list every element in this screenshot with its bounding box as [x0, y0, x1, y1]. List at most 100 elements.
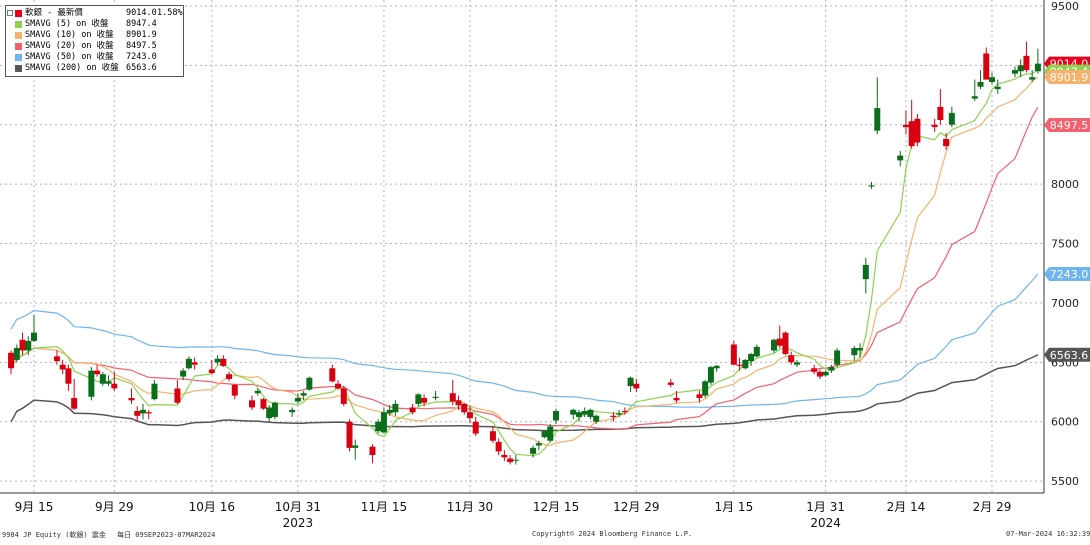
candle-body — [111, 383, 118, 389]
last-value-tag-shape — [1044, 347, 1090, 362]
candle-body — [575, 412, 582, 417]
last-value-tag-shape — [1044, 69, 1090, 84]
last-value-tag: 6563.6 — [1044, 347, 1090, 362]
candle-body — [340, 388, 347, 404]
candle-body — [828, 367, 835, 371]
x-year-label: 2024 — [810, 516, 841, 530]
legend-row-sma50[interactable]: SMAVG (50) on 收盤 7243.0 — [6, 52, 182, 63]
candle-body — [581, 411, 588, 415]
candle-body — [547, 426, 554, 441]
candle-body — [25, 340, 32, 351]
candle-body — [989, 77, 995, 82]
candle-body — [289, 409, 296, 413]
candle-body — [94, 370, 101, 375]
candle-body — [587, 409, 594, 417]
candle-body — [851, 348, 858, 356]
candle-body — [983, 53, 990, 80]
legend-row-sma20[interactable]: SMAVG (20) on 收盤 8497.5 — [6, 41, 182, 52]
candle-body — [294, 397, 301, 402]
collapse-toggle-icon[interactable] — [7, 10, 13, 16]
candle-body — [266, 407, 273, 419]
moving-average-layer — [10, 68, 1039, 457]
series-swatch-icon — [15, 54, 22, 61]
candle-body — [248, 400, 255, 408]
x-year-label: 2023 — [283, 516, 314, 530]
legend: 軟銀 - 最新價 9014.0 1.58% SMAVG (5) on 收盤 89… — [5, 5, 184, 77]
candle-body — [386, 409, 393, 414]
candle-body — [71, 397, 78, 409]
x-tick-label: 10月 31 — [275, 500, 321, 514]
legend-row-price[interactable]: 軟銀 - 最新價 9014.0 1.58% — [6, 8, 183, 19]
candle-body — [816, 371, 823, 377]
candle-body — [667, 382, 674, 385]
candle-body — [931, 124, 938, 128]
candle-body — [937, 106, 944, 120]
candle-body — [977, 81, 984, 87]
candle-body — [369, 446, 376, 455]
candle-body — [857, 348, 864, 351]
candle-body — [776, 338, 783, 346]
legend-label: 軟銀 - 最新價 — [25, 8, 83, 18]
candle-body — [753, 346, 760, 357]
candle-body — [214, 358, 221, 363]
candle-body — [231, 384, 238, 396]
candle-body — [31, 332, 37, 341]
candle-body — [191, 362, 198, 365]
candle-body — [530, 447, 537, 454]
x-tick-label: 12月 15 — [533, 500, 579, 514]
candle-body — [53, 356, 60, 362]
candle-body — [834, 350, 841, 365]
candle-body — [914, 118, 921, 143]
x-tick-label: 1月 15 — [714, 500, 753, 514]
candle-body — [1023, 55, 1030, 71]
candle-body — [105, 381, 112, 384]
candle-body — [455, 400, 462, 406]
candle-body — [707, 367, 714, 383]
sma-50-line — [10, 273, 1039, 409]
candle-body — [220, 358, 227, 366]
candle-body — [421, 397, 428, 403]
candle-body — [702, 381, 709, 396]
candle-body — [994, 86, 1001, 90]
candle-body — [352, 445, 359, 448]
candle-body — [432, 396, 439, 398]
x-tick-label: 2月 14 — [887, 500, 926, 514]
legend-label: SMAVG (50) on 收盤 — [25, 52, 114, 62]
candle-body — [742, 359, 749, 369]
candle-body — [633, 383, 640, 389]
legend-label: SMAVG (200) on 收盤 — [25, 63, 119, 73]
candle-body — [908, 121, 915, 147]
candle-body — [862, 264, 869, 280]
x-tick-label: 1月 31 — [806, 500, 845, 514]
sma-10-line — [10, 76, 1039, 447]
x-tick-label: 11月 30 — [447, 500, 493, 514]
candle-body — [793, 362, 800, 365]
candle-body — [128, 397, 135, 401]
last-value-tag-label: 6563.6 — [1050, 349, 1089, 362]
last-value-tag-label: 7243.0 — [1050, 268, 1089, 281]
candle-body — [627, 377, 634, 387]
x-tick-label: 2月 29 — [973, 500, 1012, 514]
legend-value: 8497.5 — [126, 41, 157, 51]
legend-row-sma10[interactable]: SMAVG (10) on 收盤 8901.9 — [6, 30, 182, 41]
sma-20-line — [10, 106, 1039, 430]
legend-row-sma200[interactable]: SMAVG (200) on 收盤 6563.6 — [6, 63, 182, 74]
candle-body — [185, 358, 192, 369]
candle-body — [822, 371, 829, 376]
candle-body — [489, 431, 496, 441]
candle-body — [730, 344, 737, 365]
candle-body — [375, 421, 382, 432]
candle-body — [971, 96, 978, 99]
candle-body — [145, 412, 152, 414]
candle-body — [771, 339, 778, 351]
candle-body — [409, 407, 416, 413]
legend-value: 9014.0 — [126, 8, 157, 18]
legend-row-sma5[interactable]: SMAVG (5) on 收盤 8947.4 — [6, 19, 182, 30]
candle-body — [208, 369, 215, 374]
legend-label: SMAVG (10) on 收盤 — [25, 30, 114, 40]
candle-body — [948, 112, 955, 125]
candle-body — [782, 332, 789, 355]
candle-body — [346, 421, 353, 448]
candle-body — [1017, 65, 1024, 72]
